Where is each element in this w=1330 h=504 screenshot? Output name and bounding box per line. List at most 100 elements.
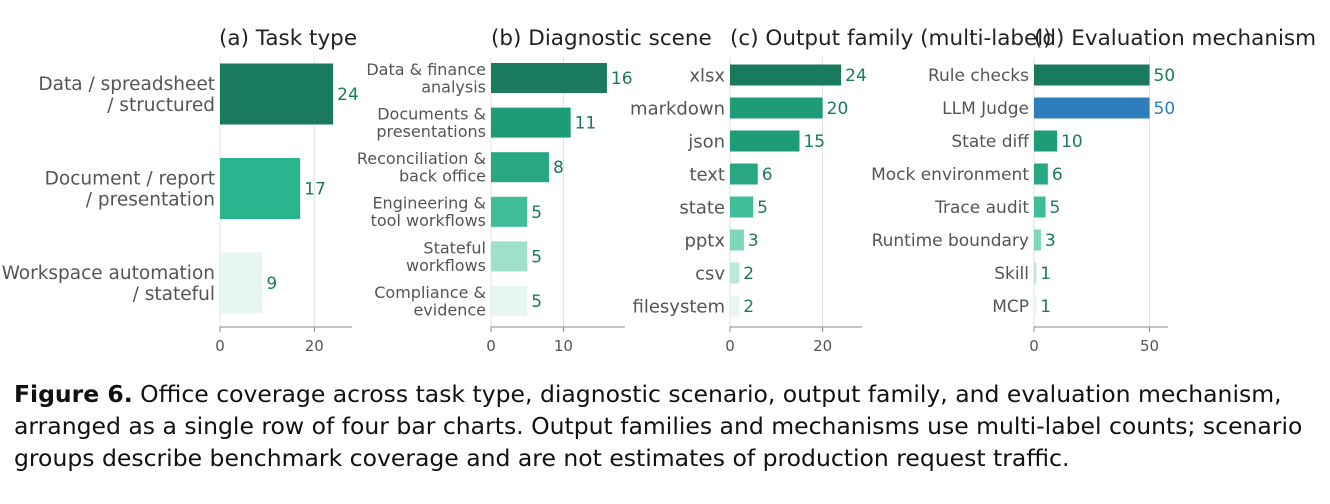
- x-tick-label: 0: [725, 337, 735, 355]
- category-label-line: Documents &: [377, 104, 486, 123]
- category-label-line: tool workflows: [371, 211, 486, 230]
- bar: [491, 63, 607, 93]
- value-label: 5: [531, 203, 542, 223]
- category-label: Mock environment: [871, 165, 1029, 185]
- value-label: 1: [1040, 264, 1051, 284]
- value-label: 6: [762, 165, 773, 185]
- bar: [730, 64, 842, 86]
- caption-label: Figure 6.: [14, 380, 133, 408]
- category-label-line: Reconciliation &: [357, 149, 486, 168]
- category-label-line: text: [689, 164, 725, 185]
- bar: [491, 196, 528, 227]
- bar: [491, 241, 528, 272]
- category-label: Data & finance analysis: [366, 60, 486, 97]
- category-label-line: Document / report: [45, 168, 215, 189]
- category-label-line: Rule checks: [928, 66, 1029, 86]
- bar: [730, 130, 800, 152]
- category-label-line: Data / spreadsheet: [38, 74, 215, 95]
- value-label: 3: [1045, 231, 1056, 251]
- chart-title: (b) Diagnostic scene: [491, 26, 712, 51]
- value-label: 50: [1154, 99, 1176, 119]
- x-tick-label: 0: [215, 337, 225, 355]
- category-label-line: analysis: [421, 77, 486, 96]
- category-label: Rule checks: [928, 66, 1029, 86]
- category-label-line: markdown: [630, 98, 725, 119]
- value-label: 24: [845, 66, 867, 86]
- category-label: filesystem: [633, 296, 726, 317]
- category-label-line: xlsx: [689, 65, 725, 86]
- x-tick-label: 0: [486, 337, 496, 355]
- figure-caption: Figure 6. Office coverage across task ty…: [14, 378, 1316, 474]
- bar: [730, 196, 754, 218]
- value-label: 5: [1050, 198, 1061, 218]
- value-label: 16: [611, 69, 633, 89]
- bar: [1034, 130, 1058, 152]
- bar: [1034, 97, 1150, 119]
- category-label-line: Trace audit: [934, 198, 1029, 218]
- bar: [491, 107, 571, 138]
- category-label: Compliance & evidence: [374, 283, 486, 320]
- bar: [220, 252, 263, 314]
- chart-panel-c: 0 20(c) Output family (multi-label)24xlsx…: [630, 26, 1052, 355]
- category-label-line: / structured: [107, 95, 215, 116]
- category-label-line: / presentation: [86, 189, 215, 210]
- value-label: 6: [1052, 165, 1063, 185]
- value-label: 5: [531, 292, 542, 312]
- chart-title: (d) Evaluation mechanism: [1034, 26, 1316, 51]
- category-label-line: Runtime boundary: [872, 231, 1029, 251]
- category-label-line: State diff: [951, 132, 1030, 152]
- category-label-line: filesystem: [633, 296, 726, 317]
- value-label: 2: [743, 264, 754, 284]
- category-label-line: state: [679, 197, 725, 218]
- category-label: Runtime boundary: [872, 231, 1029, 251]
- bar: [1034, 64, 1150, 86]
- category-label-line: pptx: [684, 230, 725, 251]
- category-label: state: [679, 197, 725, 218]
- bar: [491, 286, 528, 316]
- category-label-line: MCP: [992, 297, 1029, 317]
- category-label: State diff: [951, 132, 1030, 152]
- value-label: 17: [304, 180, 326, 200]
- category-label: Workspace automation / stateful: [2, 263, 215, 305]
- bar: [730, 229, 744, 251]
- category-label-line: Workspace automation: [2, 263, 215, 284]
- category-label-line: Mock environment: [871, 165, 1029, 185]
- value-label: 8: [553, 158, 564, 178]
- bar: [1034, 196, 1046, 218]
- value-label: 10: [1061, 132, 1083, 152]
- category-label: text: [689, 164, 725, 185]
- value-label: 24: [337, 85, 359, 105]
- x-tick-label: 0: [1029, 337, 1039, 355]
- category-label: Stateful workflows: [406, 238, 486, 275]
- value-label: 50: [1154, 66, 1176, 86]
- category-label-line: Data & finance: [366, 60, 486, 79]
- category-label-line: LLM Judge: [942, 99, 1029, 119]
- category-label-line: Stateful: [423, 238, 486, 257]
- caption-text: Office coverage across task type, diagno…: [14, 380, 1303, 472]
- value-label: 9: [266, 274, 277, 294]
- bar: [1034, 163, 1048, 185]
- category-label-line: json: [687, 131, 725, 152]
- bar: [220, 63, 334, 125]
- x-tick-label: 50: [1140, 337, 1159, 355]
- category-label: csv: [695, 263, 725, 284]
- category-label-line: Skill: [994, 264, 1029, 284]
- category-label-line: Engineering &: [372, 194, 486, 213]
- bar: [730, 295, 740, 317]
- category-label-line: back office: [399, 167, 486, 186]
- category-label: Document / report / presentation: [45, 168, 215, 210]
- category-label-line: / stateful: [133, 284, 215, 305]
- category-label: Documents & presentations: [376, 104, 486, 141]
- bar: [730, 262, 740, 284]
- value-label: 5: [757, 198, 768, 218]
- value-label: 3: [748, 231, 759, 251]
- value-label: 15: [803, 132, 825, 152]
- category-label-line: evidence: [413, 300, 486, 319]
- bar: [1034, 229, 1041, 251]
- bar: [491, 152, 549, 183]
- category-label: Data / spreadsheet / structured: [38, 74, 215, 116]
- category-label: Engineering & tool workflows: [371, 194, 486, 231]
- x-tick-label: 10: [554, 337, 573, 355]
